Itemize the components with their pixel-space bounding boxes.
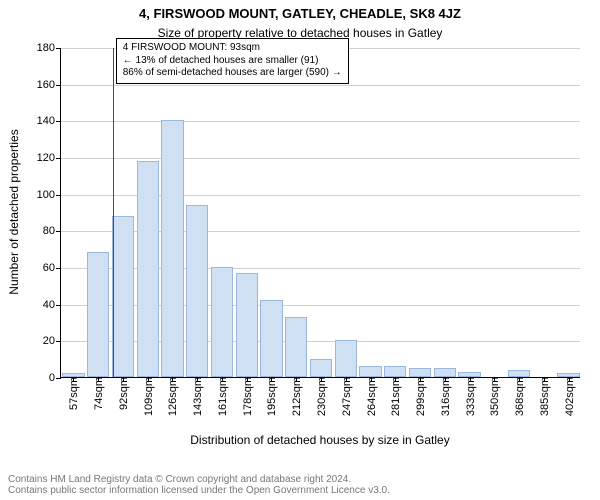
histogram-bar	[335, 340, 357, 377]
x-tick-label: 212sqm	[289, 377, 303, 416]
chart-title: 4, FIRSWOOD MOUNT, GATLEY, CHEADLE, SK8 …	[0, 6, 600, 21]
y-tick-label: 80	[43, 225, 61, 237]
histogram-bar	[434, 368, 456, 377]
x-tick-label: 143sqm	[190, 377, 204, 416]
histogram-bar	[508, 370, 530, 377]
gridline	[61, 85, 580, 86]
histogram-bar	[260, 300, 282, 377]
gridline	[61, 121, 580, 122]
x-tick-label: 178sqm	[240, 377, 254, 416]
annotation-line: ← 13% of detached houses are smaller (91…	[123, 55, 342, 68]
gridline	[61, 158, 580, 159]
annotation-box: 4 FIRSWOOD MOUNT: 93sqm← 13% of detached…	[116, 38, 349, 84]
histogram-bar	[384, 366, 406, 377]
x-tick-label: 161sqm	[215, 377, 229, 416]
x-tick-label: 247sqm	[339, 377, 353, 416]
x-tick-label: 92sqm	[116, 377, 130, 410]
histogram-bar	[112, 216, 134, 377]
annotation-line: 86% of semi-detached houses are larger (…	[123, 67, 342, 80]
x-tick-label: 350sqm	[487, 377, 501, 416]
y-tick-label: 0	[49, 372, 61, 384]
histogram-bar	[161, 120, 183, 377]
y-tick-label: 120	[37, 152, 61, 164]
y-tick-label: 20	[43, 335, 61, 347]
title-text: 4, FIRSWOOD MOUNT, GATLEY, CHEADLE, SK8 …	[139, 6, 461, 21]
histogram-bar	[186, 205, 208, 377]
x-tick-label: 316sqm	[438, 377, 452, 416]
x-tick-label: 299sqm	[413, 377, 427, 416]
histogram-bar	[211, 267, 233, 377]
x-tick-label: 195sqm	[264, 377, 278, 416]
y-tick-label: 160	[37, 79, 61, 91]
y-tick-label: 100	[37, 189, 61, 201]
x-tick-label: 368sqm	[512, 377, 526, 416]
x-tick-label: 126sqm	[165, 377, 179, 416]
x-axis-label: Distribution of detached houses by size …	[60, 433, 580, 447]
x-tick-label: 230sqm	[314, 377, 328, 416]
histogram-bar	[87, 252, 109, 377]
y-tick-label: 140	[37, 115, 61, 127]
y-tick-label: 60	[43, 262, 61, 274]
y-axis-label: Number of detached properties	[7, 112, 21, 312]
histogram-bar	[285, 317, 307, 378]
y-tick-label: 40	[43, 299, 61, 311]
footer-line-1: Contains HM Land Registry data © Crown c…	[8, 474, 592, 485]
x-tick-label: 264sqm	[364, 377, 378, 416]
chart-container: 4, FIRSWOOD MOUNT, GATLEY, CHEADLE, SK8 …	[0, 0, 600, 500]
footer-line-2: Contains public sector information licen…	[8, 485, 592, 496]
histogram-bar	[409, 368, 431, 377]
histogram-bar	[137, 161, 159, 377]
x-tick-label: 281sqm	[388, 377, 402, 416]
reference-line	[113, 48, 114, 377]
y-tick-label: 180	[37, 42, 61, 54]
histogram-bar	[236, 273, 258, 378]
annotation-line: 4 FIRSWOOD MOUNT: 93sqm	[123, 42, 342, 55]
histogram-bar	[310, 359, 332, 377]
histogram-bar	[359, 366, 381, 377]
x-tick-label: 74sqm	[91, 377, 105, 410]
x-tick-label: 402sqm	[562, 377, 576, 416]
footer-attribution: Contains HM Land Registry data © Crown c…	[8, 474, 592, 496]
plot-area: 02040608010012014016018057sqm74sqm92sqm1…	[60, 48, 580, 378]
x-tick-label: 385sqm	[537, 377, 551, 416]
x-tick-label: 109sqm	[141, 377, 155, 416]
x-tick-label: 333sqm	[463, 377, 477, 416]
x-tick-label: 57sqm	[66, 377, 80, 410]
